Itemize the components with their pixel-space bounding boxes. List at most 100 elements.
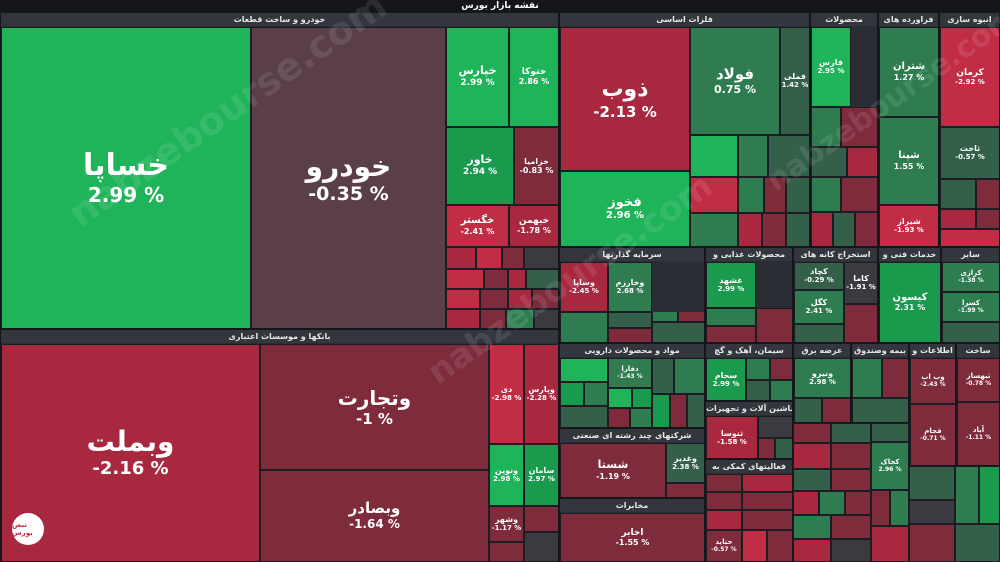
sector-title: سایر (942, 248, 999, 261)
sector-title: اطلاعات و (910, 344, 955, 357)
tile-kisavan[interactable]: کیسون 2.31 % (879, 262, 940, 342)
mining-small-tiles (794, 304, 877, 342)
tile-khomahr[interactable]: کخاک 2.96 % (871, 442, 909, 490)
tile-vsapa[interactable]: وساپا -2.45 % (560, 262, 608, 312)
sector-metals: فلزات اساسی ذوب -2.13 % فخوز 2.96 % فولا… (559, 12, 810, 247)
tile-akhabar[interactable]: اخابر -1.55 % (560, 513, 704, 561)
cement-small-tiles (746, 358, 792, 400)
sector-tech: خدمات فنی و کیسون 2.31 % (878, 247, 941, 343)
tile-tanikoo[interactable]: ثبهساز -0.78 % (957, 358, 999, 402)
tile-saman[interactable]: سامان 2.97 % (524, 444, 558, 506)
tile-kerman[interactable]: کرمان -2.92 % (940, 27, 999, 127)
tile-saghet[interactable]: ثاخت -0.57 % (940, 127, 999, 179)
sector-title: محصولات (811, 13, 877, 26)
tile-khsapa[interactable]: خساپا 2.99 % (1, 27, 251, 328)
auto-small-tiles (446, 247, 558, 328)
tile-vghadir[interactable]: وغدیر 2.38 % (666, 443, 704, 483)
sector-title: محصولات غذایی و (706, 248, 792, 261)
tile-vbmellat[interactable]: وبملت -2.16 % (1, 344, 260, 561)
tile-shasta[interactable]: شستا -1.19 % (560, 443, 666, 497)
sector-title: شرکتهای چند رشته ای صنعتی (560, 429, 704, 442)
bank-small-tiles (524, 506, 558, 561)
tile-fars[interactable]: فارس 2.95 % (811, 27, 851, 107)
tile-dey[interactable]: دی -2.98 % (489, 344, 524, 444)
machinery-small-tiles (758, 416, 792, 458)
sector-title: سرمایه گذاریها (560, 248, 704, 261)
sector-telecom: مخابرات اخابر -1.55 % (559, 498, 705, 562)
tile-vpars[interactable]: وپارس -2.28 % (524, 344, 558, 444)
sector-title: بانکها و موسسات اعتباری (1, 330, 558, 343)
tile-shiraz[interactable]: شیراز -1.93 % (879, 205, 938, 246)
sector-title: فراورده های (879, 13, 938, 26)
tile-fameli[interactable]: فملی 1.42 % (780, 27, 809, 135)
sector-mass-construction: انبوه سازی کرمان -2.92 % ثاخت -0.57 % (939, 12, 1000, 247)
tile-fazr[interactable]: دفارا -1.43 % (608, 358, 652, 388)
tile-vbsader[interactable]: وبصادر -1.64 % (260, 470, 489, 561)
tile-gheshehd[interactable]: غشهد 2.99 % (706, 262, 756, 308)
tile-vtejarat[interactable]: وتجارت -1 % (260, 344, 489, 470)
tile-khbahman[interactable]: خبهمن -1.78 % (509, 205, 558, 247)
tile-kvad[interactable]: کچاد -0.29 % (794, 262, 844, 290)
other-small-tiles (942, 322, 999, 342)
sector-mining: استخراج کانه های کچاد -0.29 % کگل 2.41 %… (793, 247, 878, 343)
tile-khavar[interactable]: خاور 2.94 % (446, 127, 514, 205)
tile-zob[interactable]: ذوب -2.13 % (560, 27, 690, 171)
sector-banks: بانکها و موسسات اعتباری وبملت -2.16 % وت… (0, 329, 559, 562)
logo: نبض بورس (12, 513, 44, 545)
sector-machinery: ماشین آلات و تجهیزات ثنوسا -1.58 % (705, 401, 793, 459)
sector-title: خودرو و ساخت قطعات (1, 13, 558, 26)
sector-insurance: بیمه وصندوق (851, 343, 909, 423)
tile-khgostar[interactable]: خگستر -2.41 % (446, 205, 509, 247)
sector-title: فلزات اساسی (560, 13, 809, 26)
sector-title: مواد و محصولات دارویی (560, 344, 704, 357)
sector-other: سایر کرازی -1.38 % کسرا -1.99 % (941, 247, 1000, 343)
sector-info: اطلاعات و وب اب -2.43 % فجام -0.71 % (909, 343, 956, 466)
tile-kama[interactable]: کاما -1.91 % (844, 262, 877, 304)
tile-shetran[interactable]: شتران 1.27 % (879, 27, 938, 117)
tile-vkhark[interactable]: وخارزم 2.68 % (608, 262, 652, 312)
tile-kgol[interactable]: کگل 2.41 % (794, 290, 844, 324)
tile-vsaps[interactable]: وب اب -2.43 % (910, 358, 955, 404)
sector-title: مخابرات (560, 499, 704, 512)
tile-shapna[interactable]: شپنا 1.55 % (879, 117, 938, 205)
tile-tekno[interactable]: ثنوسا -1.58 % (706, 416, 758, 458)
page-title: نقشه بازار بورس (0, 0, 1000, 12)
sector-cement: سیمان، آهک و گچ سجام 2.99 % (705, 343, 793, 401)
tile-kesra[interactable]: کسرا -1.99 % (942, 292, 999, 322)
sector-chemical: محصولات فارس 2.95 % (810, 12, 878, 247)
sector-title: خدمات فنی و (879, 248, 940, 261)
tile-fama[interactable]: فجام -0.71 % (910, 404, 955, 465)
tile-kerazi[interactable]: کرازی -1.38 % (942, 262, 999, 292)
sector-title: ماشین آلات و تجهیزات (706, 402, 792, 415)
metals-small-tiles (690, 135, 809, 246)
bottom-right-small-tiles (909, 466, 1000, 562)
sector-title: استخراج کانه های (794, 248, 877, 261)
tile-khtoka[interactable]: ختوکا 2.86 % (509, 27, 558, 127)
pharma-small-tiles (560, 358, 704, 427)
tile-abad[interactable]: آباد -1.11 % (957, 402, 999, 465)
sector-auto: خودرو و ساخت قطعات خساپا 2.99 % خودرو -0… (0, 12, 559, 329)
tile-vnovin[interactable]: ونوین 2.98 % (489, 444, 524, 506)
tile-foolad[interactable]: فولاد 0.75 % (690, 27, 780, 135)
tile-vshahr[interactable]: وشهر -1.17 % (489, 506, 524, 542)
bank-small-tiles-2 (489, 542, 524, 561)
sector-support: فعالیتهای کمکی به حتاید -0.57 % (705, 459, 793, 562)
sector-build: ساخت ثبهساز -0.78 % آباد -1.11 % (956, 343, 1000, 466)
sector-title: انبوه سازی (940, 13, 999, 26)
tile-khpars[interactable]: خپارس 2.99 % (446, 27, 509, 127)
tile-fkhouz[interactable]: فخوز 2.96 % (560, 171, 690, 246)
misc-small-tiles-2 (871, 423, 909, 562)
sector-electricity: عرضه برق ونیرو 2.98 % (793, 343, 851, 423)
sector-pharma: مواد و محصولات دارویی دفارا -1.43 % (559, 343, 705, 428)
tile-vnirou[interactable]: ونیرو 2.98 % (794, 358, 850, 398)
tile-sejam[interactable]: سجام 2.99 % (706, 358, 746, 400)
sector-title: ساخت (957, 344, 999, 357)
tile-khodro[interactable]: خودرو -0.35 % (251, 27, 446, 328)
tile-khzamia[interactable]: خزامیا -0.83 % (514, 127, 558, 205)
tile-hamrah[interactable]: حتاید -0.57 % (706, 530, 742, 561)
sector-multi-industry: شرکتهای چند رشته ای صنعتی شستا -1.19 % و… (559, 428, 705, 498)
support-small-tiles (706, 474, 792, 561)
sector-title: فعالیتهای کمکی به (706, 460, 792, 473)
chemical-small-tiles (811, 107, 877, 246)
food-small-tiles (706, 308, 792, 342)
